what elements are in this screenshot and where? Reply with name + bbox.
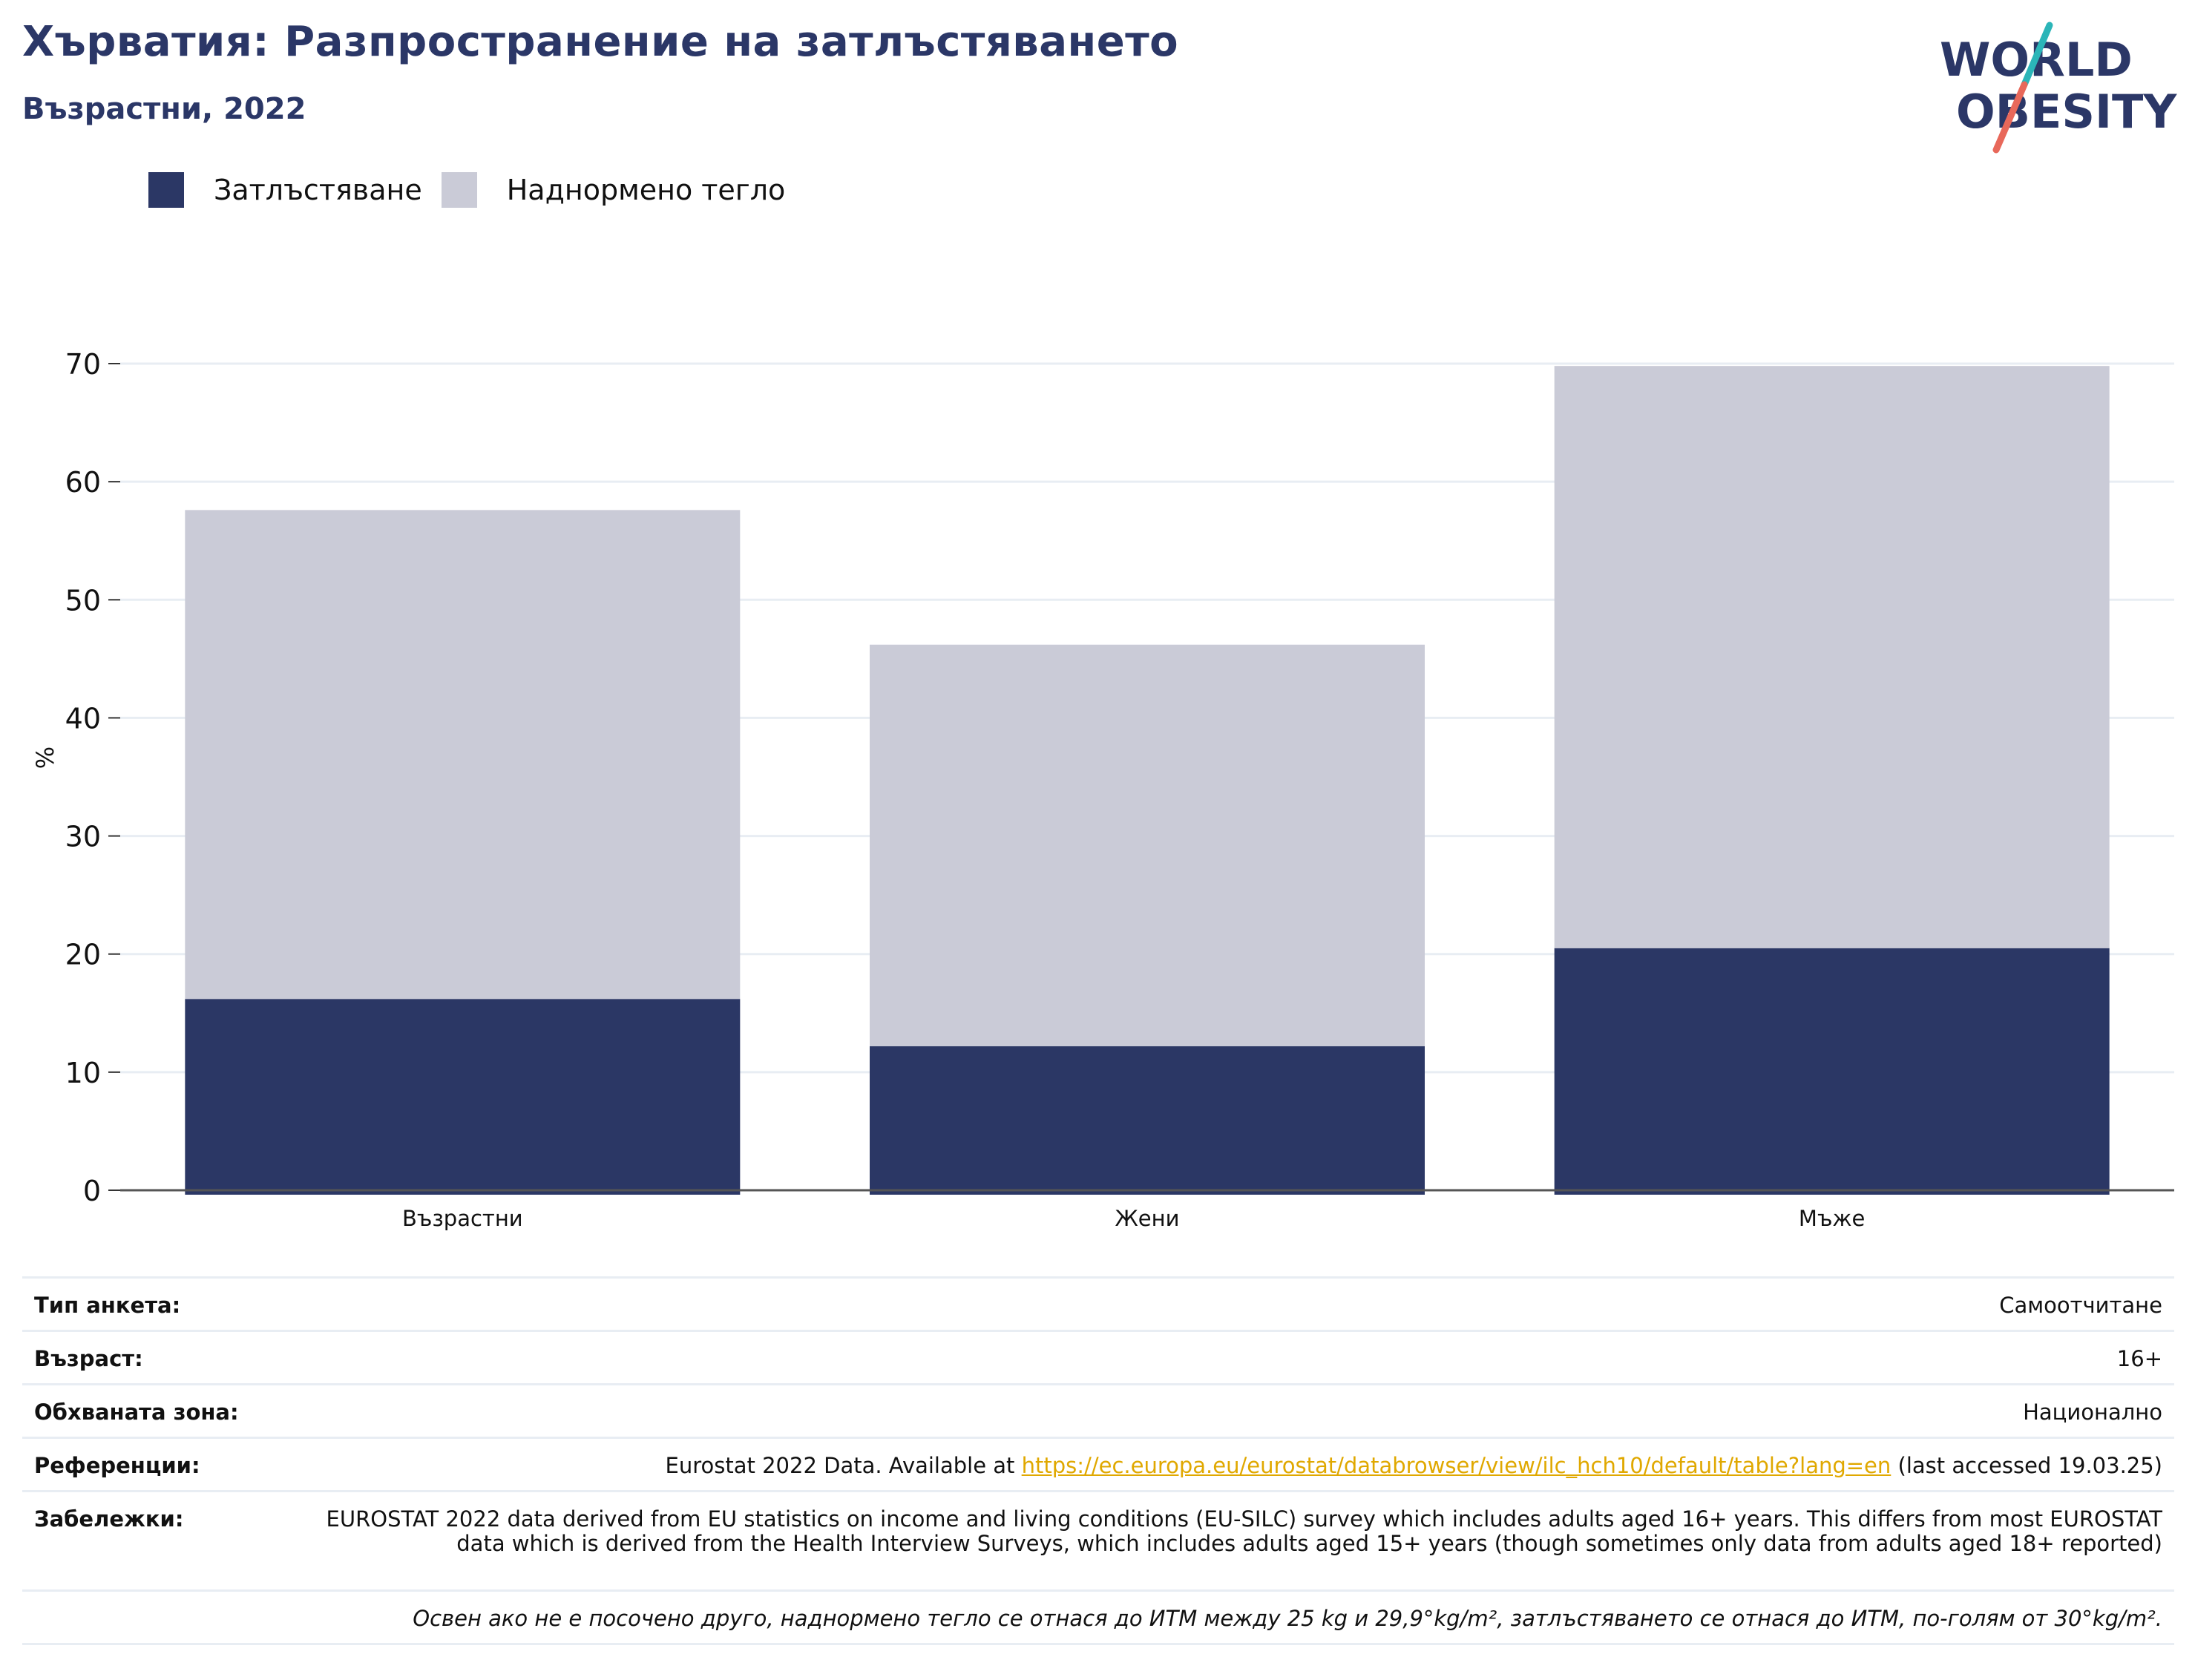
y-tick-label: 0	[83, 1175, 101, 1207]
bar-obesity-3	[1554, 948, 2110, 1195]
legend-label-overweight: Наднормено тегло	[506, 174, 786, 206]
references-label: Референции:	[22, 1437, 289, 1492]
age-label: Възраст:	[22, 1330, 289, 1385]
legend-item-overweight: Наднормено тегло	[441, 172, 786, 208]
info-row-references: Референции: Eurostat 2022 Data. Availabl…	[22, 1437, 2174, 1492]
y-tick-label: 40	[65, 702, 101, 735]
info-row-coverage: Обхваната зона: Национално	[22, 1383, 2174, 1438]
references-prefix: Eurostat 2022 Data. Available at	[665, 1453, 1022, 1478]
y-tick-label: 50	[65, 584, 101, 617]
x-tick-label: Мъже	[1799, 1206, 1865, 1231]
bar-overweight-1	[185, 510, 741, 1000]
notes-label: Забележки:	[22, 1490, 289, 1591]
coverage-label: Обхваната зона:	[22, 1383, 289, 1438]
x-tick-label: Възрастни	[402, 1206, 523, 1231]
survey-type-value: Самоотчитане	[289, 1276, 2174, 1331]
bar-obesity-1	[185, 999, 741, 1195]
page-subtitle: Възрастни, 2022	[22, 92, 306, 126]
legend-item-obesity: Затлъстяване	[148, 172, 422, 208]
y-tick-label: 60	[65, 466, 101, 499]
info-row-footnote: Освен ако не е посочено друго, наднормен…	[22, 1589, 2174, 1645]
y-tick-label: 20	[65, 939, 101, 971]
age-value: 16+	[289, 1330, 2174, 1385]
bar-obesity-2	[870, 1046, 1425, 1195]
bar-overweight-2	[870, 644, 1425, 1046]
chart-legend: Затлъстяване Наднормено тегло	[148, 169, 804, 211]
legend-swatch-overweight	[441, 172, 477, 208]
chart-axes: 0 10 20 30 40 50 60 70 Възрастни Жени Мъже	[65, 348, 2174, 1231]
legend-swatch-obesity	[148, 172, 184, 208]
footnote-text: Освен ако не е посочено друго, наднормен…	[22, 1589, 2174, 1645]
world-obesity-logo: WORLD OBESITY	[1940, 22, 2177, 154]
info-row-age: Възраст: 16+	[22, 1330, 2174, 1385]
references-suffix: (last accessed 19.03.25)	[1891, 1453, 2163, 1478]
survey-type-label: Тип анкета:	[22, 1276, 289, 1331]
survey-info-table: Тип анкета: Самоотчитане Възраст: 16+ Об…	[22, 1276, 2174, 1645]
stacked-bar-chart: 0 10 20 30 40 50 60 70 Възрастни Жени Мъже %	[31, 348, 2174, 1231]
notes-value: EUROSTAT 2022 data derived from EU stati…	[289, 1490, 2174, 1591]
x-tick-label: Жени	[1115, 1206, 1180, 1231]
legend-label-obesity: Затлъстяване	[214, 174, 422, 206]
references-link[interactable]: https://ec.europa.eu/eurostat/databrowse…	[1021, 1453, 1891, 1478]
info-row-survey-type: Тип анкета: Самоотчитане	[22, 1276, 2174, 1331]
logo-text-obesity: OBESITY	[1956, 85, 2177, 139]
logo-slash-top	[2021, 22, 2053, 88]
bar-overweight-3	[1554, 366, 2110, 948]
coverage-value: Национално	[289, 1383, 2174, 1438]
y-tick-label: 70	[65, 348, 101, 381]
page-title: Хърватия: Разпространение на затлъстяван…	[22, 18, 1179, 66]
references-value: Eurostat 2022 Data. Available at https:/…	[289, 1437, 2174, 1492]
info-row-notes: Забележки: EUROSTAT 2022 data derived fr…	[22, 1490, 2174, 1591]
y-tick-label: 10	[65, 1057, 101, 1089]
y-axis-label: %	[31, 747, 59, 769]
chart-bars	[185, 366, 2110, 1195]
logo-slash-bottom	[1992, 81, 2028, 154]
y-tick-label: 30	[65, 821, 101, 853]
